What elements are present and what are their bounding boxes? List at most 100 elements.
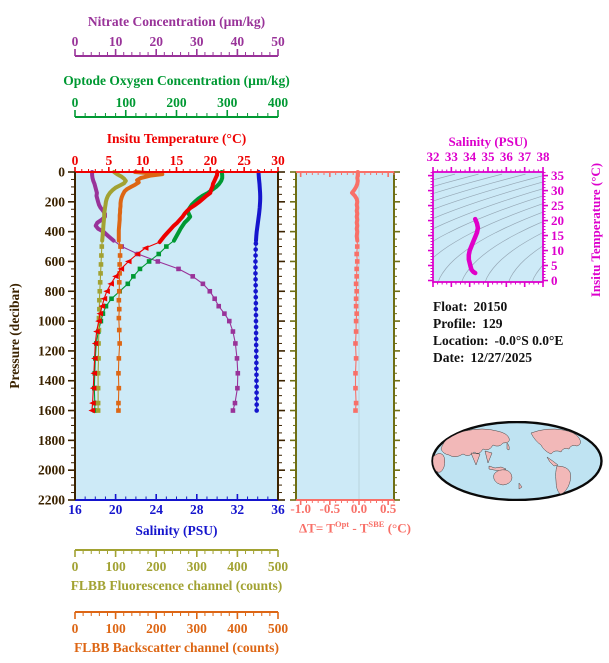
svg-text:30: 30 (190, 34, 204, 49)
svg-text:40: 40 (231, 34, 245, 49)
map-japan (506, 442, 510, 451)
svg-text:5: 5 (105, 153, 112, 168)
svg-text:20: 20 (551, 213, 564, 228)
svg-text:10: 10 (551, 243, 564, 258)
location-label: Location: (433, 333, 489, 348)
profile-number-label: Profile: (433, 316, 477, 331)
svg-text:200: 200 (166, 95, 187, 110)
svg-text:5: 5 (551, 258, 558, 273)
svg-text:1600: 1600 (38, 403, 65, 418)
svg-text:20: 20 (204, 153, 218, 168)
salinity-profile-curve (253, 170, 263, 413)
oxygen-axis-title: Optode Oxygen Concentration (µm/kg) (63, 73, 290, 88)
nitrate-axis: 0 10 20 30 40 50 (72, 34, 285, 57)
svg-text:36: 36 (271, 502, 285, 517)
svg-text:200: 200 (146, 559, 167, 574)
delta-t-curve (350, 170, 360, 413)
map-north-america (530, 428, 581, 455)
nitrate-profile-curve (90, 170, 241, 413)
svg-text:400: 400 (227, 621, 248, 636)
svg-text:25: 25 (551, 198, 565, 213)
svg-text:0: 0 (72, 95, 79, 110)
svg-text:32: 32 (427, 149, 440, 164)
map-eurasia (440, 428, 510, 457)
svg-text:-1.0: -1.0 (290, 501, 311, 516)
date-value: 12/27/2025 (470, 350, 532, 365)
svg-text:25: 25 (237, 153, 251, 168)
svg-text:100: 100 (116, 95, 137, 110)
svg-text:37: 37 (518, 149, 532, 164)
svg-text:100: 100 (105, 621, 126, 636)
svg-text:34: 34 (463, 149, 477, 164)
pressure-axis: 0 200 400 600 800 1000 1200 1400 1600 1800 2000 220… (38, 165, 285, 508)
svg-text:50: 50 (271, 34, 285, 49)
svg-text:200: 200 (45, 194, 66, 209)
ts-isopycnal-contours (433, 173, 543, 282)
delta-t-label-part: - T (349, 520, 369, 536)
salinity-axis-title: Salinity (PSU) (135, 523, 218, 538)
svg-text:500: 500 (268, 621, 289, 636)
svg-text:30: 30 (271, 153, 285, 168)
svg-text:20: 20 (109, 502, 123, 517)
svg-text:1800: 1800 (38, 433, 65, 448)
svg-text:1000: 1000 (38, 314, 65, 329)
delta-t-label-part: ΔT= T (299, 520, 335, 536)
float-id-row: Float: 20150 (433, 298, 563, 315)
svg-text:10: 10 (136, 153, 150, 168)
map-landmasses (433, 426, 588, 495)
svg-text:100: 100 (105, 559, 126, 574)
ts-salinity-axis-title: Salinity (PSU) (448, 134, 528, 149)
svg-text:0: 0 (72, 559, 79, 574)
svg-text:1200: 1200 (38, 343, 65, 358)
svg-text:400: 400 (45, 224, 66, 239)
delta-t-axes: -1.0 -0.5 0.0 0.5 (290, 171, 400, 516)
svg-text:300: 300 (187, 559, 208, 574)
oxygen-axis: 0 100 200 300 400 (72, 95, 288, 118)
svg-text:32: 32 (231, 502, 245, 517)
svg-text:0: 0 (72, 621, 79, 636)
nitrate-axis-title: Nitrate Concentration (µm/kg) (87, 14, 266, 29)
svg-text:35: 35 (551, 168, 565, 183)
svg-text:400: 400 (227, 559, 248, 574)
location-value: -0.0°S 0.0°E (494, 333, 564, 348)
svg-text:300: 300 (217, 95, 238, 110)
map-australia (493, 469, 513, 486)
svg-text:36: 36 (500, 149, 514, 164)
svg-text:20: 20 (149, 34, 163, 49)
svg-text:38: 38 (537, 149, 551, 164)
delta-t-label-part: (°C) (384, 520, 411, 536)
svg-text:0.0: 0.0 (351, 501, 367, 516)
svg-text:10: 10 (109, 34, 123, 49)
ts-curve (466, 216, 481, 276)
world-map-thumbnail (431, 421, 603, 501)
fluorescence-profile-curve (95, 170, 128, 413)
svg-text:0.5: 0.5 (380, 501, 397, 516)
fluorescence-axis: 0 100 200 300 400 500 (72, 549, 288, 574)
svg-text:0: 0 (551, 273, 558, 288)
svg-text:28: 28 (190, 502, 204, 517)
temperature-axis-title: Insitu Temperature (°C) (106, 131, 247, 146)
svg-text:33: 33 (445, 149, 459, 164)
backscatter-axis-title: FLBB Backscatter channel (counts) (74, 640, 279, 655)
salinity-axis: 16 20 24 28 32 36 (68, 494, 285, 517)
date-label: Date: (433, 350, 465, 365)
svg-text:800: 800 (45, 284, 66, 299)
svg-text:1400: 1400 (38, 373, 65, 388)
map-south-america (555, 465, 571, 495)
svg-text:30: 30 (551, 183, 564, 198)
svg-text:200: 200 (146, 621, 167, 636)
map-central-america (546, 456, 559, 467)
pressure-axis-title: Pressure (decibar) (7, 283, 22, 389)
ts-temperature-axis-title: Insitu Temperature (°C) (588, 162, 603, 298)
svg-text:15: 15 (551, 228, 565, 243)
float-info-block: Float: 20150 Profile: 129 Location: -0.0°S … (433, 298, 563, 366)
plot-backgrounds (75, 172, 543, 500)
delta-t-axis-title: ΔT= TOpt - TSBE (°C) (270, 519, 440, 536)
svg-text:24: 24 (149, 502, 163, 517)
delta-t-sup-opt: Opt (334, 519, 350, 529)
svg-text:0: 0 (72, 34, 79, 49)
svg-text:16: 16 (68, 502, 82, 517)
backscatter-profile-curve (116, 170, 165, 413)
